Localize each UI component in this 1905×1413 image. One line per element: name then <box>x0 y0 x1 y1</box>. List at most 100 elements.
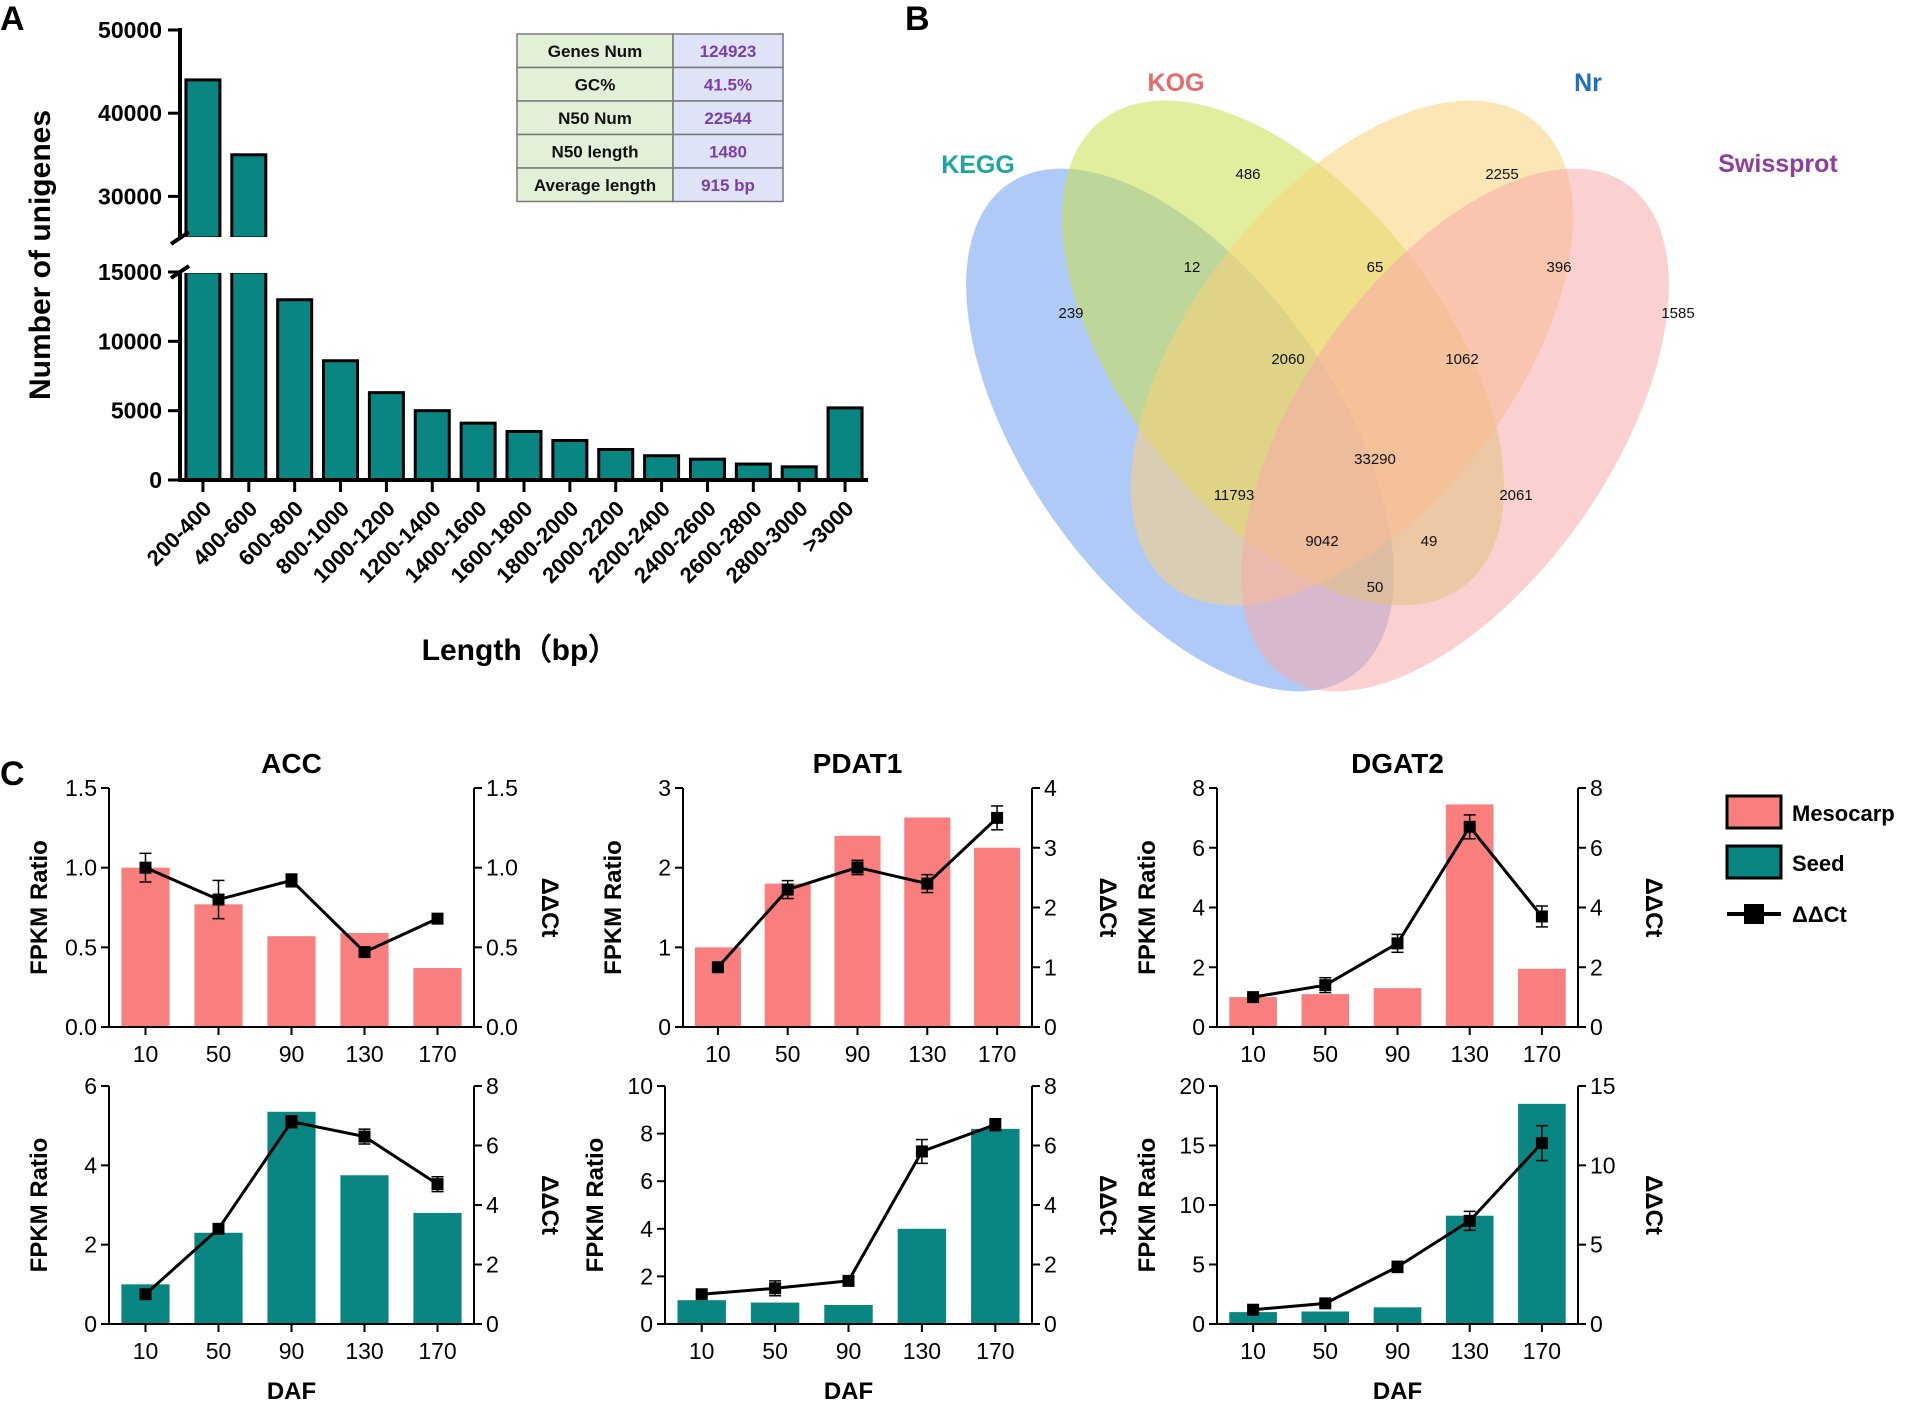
chart-acc-mesocarp: 0.0 0.5 1.0 1.5 0.0 0.5 1.0 1.5 10 50 90 130 170 ACC F… <box>26 748 563 1067</box>
x-tick-label-dgat2-mesocarp-4: 170 <box>1523 1041 1561 1067</box>
bar-length-0 <box>183 78 222 482</box>
y-tick-label-left-dgat2-seed-4: 20 <box>1179 1073 1205 1099</box>
stats-value-4: 915 bp <box>701 176 755 195</box>
venn-count-kegg-kog: 12 <box>1184 259 1201 276</box>
venn-count-kog-only: 486 <box>1235 166 1260 183</box>
y-tick-label-left-acc-seed-3: 6 <box>84 1073 97 1099</box>
ddct-point-acc-seed-2 <box>285 1115 298 1128</box>
y-tick-label-upper-2: 50000 <box>98 17 162 43</box>
x-tick-label-dgat2-seed-3: 130 <box>1451 1338 1489 1364</box>
bar-acc-seed-4 <box>413 1212 462 1324</box>
ddct-line-dgat2-seed <box>1252 1142 1543 1312</box>
legend-label-mesocarp: Mesocarp <box>1792 801 1895 826</box>
y-tick-label-right-pdat1-mesocarp-4: 4 <box>1044 775 1057 801</box>
ddct-point-dgat2-seed-3 <box>1463 1214 1476 1227</box>
y-tick-label-right-acc-seed-2: 4 <box>486 1192 499 1218</box>
axis-break-mark-top <box>169 230 191 246</box>
ddct-point-acc-mesocarp-3 <box>358 946 371 959</box>
x-tick-label-acc-mesocarp-4: 170 <box>418 1041 456 1067</box>
bar-dgat2-mesocarp-3 <box>1445 804 1494 1027</box>
y-tick-label-right-acc-seed-0: 0 <box>486 1311 499 1337</box>
chart-dgat2-seed: 0 5 10 15 20 0 5 10 15 10 50 90 130 170 FPKM Ratio ΔΔCt… <box>1134 1073 1667 1405</box>
x-axis-title-dgat2-seed: DAF <box>1373 1378 1422 1405</box>
venn-count-kegg-kog-swissprot: 49 <box>1421 533 1438 550</box>
chart-dgat2-mesocarp: 0 2 4 6 8 0 2 4 6 8 10 50 90 130 170 DGAT2 FPKM Ratio ΔΔC… <box>1134 748 1667 1067</box>
x-tick-label-pdat1-mesocarp-4: 170 <box>978 1041 1016 1067</box>
x-tick-label-dgat2-seed-0: 10 <box>1240 1338 1266 1364</box>
y-tick-label-left-acc-mesocarp-3: 1.5 <box>65 775 97 801</box>
y-tick-label-left-pdat1-mesocarp-1: 1 <box>658 934 671 960</box>
ddct-point-pdat1-mesocarp-2 <box>851 861 864 874</box>
bar-dgat2-mesocarp-4 <box>1518 968 1566 1027</box>
stats-label-3: N50 length <box>552 143 639 162</box>
chart-title-pdat1-mesocarp: PDAT1 <box>813 748 903 779</box>
y-tick-label-right-pdat1-mesocarp-0: 0 <box>1044 1014 1057 1040</box>
x-axis-title-pdat1-seed: DAF <box>824 1378 873 1405</box>
venn-count-kegg-nr: 11793 <box>1214 487 1255 504</box>
bar-length-1 <box>229 153 268 482</box>
chart-pdat1-mesocarp: 0 1 2 3 0 1 2 3 4 10 50 90 130 170 PDAT1 FPKM Ratio ΔΔCt <box>600 748 1121 1067</box>
legend-label-ddct: ΔΔCt <box>1792 902 1848 927</box>
venn-label-kegg: KEGG <box>941 151 1015 179</box>
ddct-point-dgat2-mesocarp-4 <box>1535 910 1548 923</box>
y-tick-label-right-pdat1-seed-3: 6 <box>1044 1133 1057 1159</box>
x-tick-label-dgat2-seed-2: 90 <box>1385 1338 1411 1364</box>
panel-label-a: A <box>0 0 25 38</box>
y-axis-title-right-pdat1-mesocarp: ΔΔCt <box>1094 878 1121 938</box>
stats-value-0: 124923 <box>700 42 757 61</box>
x-tick-label-acc-seed-2: 90 <box>279 1338 305 1364</box>
y-tick-label-right-acc-seed-1: 2 <box>486 1252 499 1278</box>
bar-length-14 <box>826 406 864 482</box>
x-tick-label-dgat2-mesocarp-2: 90 <box>1385 1041 1411 1067</box>
bar-acc-mesocarp-2 <box>267 936 316 1027</box>
ddct-point-dgat2-seed-0 <box>1247 1303 1260 1316</box>
y-tick-label-left-pdat1-seed-3: 6 <box>640 1168 653 1194</box>
x-tick-label-acc-seed-1: 50 <box>206 1338 232 1364</box>
ddct-point-pdat1-mesocarp-0 <box>711 961 724 974</box>
ddct-point-acc-seed-1 <box>212 1222 225 1235</box>
bar-length-12 <box>734 462 772 482</box>
ddct-point-pdat1-mesocarp-1 <box>781 883 794 896</box>
y-tick-label-left-dgat2-mesocarp-1: 2 <box>1192 954 1205 980</box>
bar-length-11 <box>688 457 726 482</box>
ddct-point-dgat2-seed-4 <box>1535 1137 1548 1150</box>
x-tick-label-pdat1-mesocarp-0: 10 <box>705 1041 731 1067</box>
venn-label-swissprot: Swissprot <box>1718 150 1838 178</box>
y-tick-label-left-dgat2-mesocarp-0: 0 <box>1192 1014 1205 1040</box>
x-tick-label-acc-seed-4: 170 <box>418 1338 456 1364</box>
x-tick-label-dgat2-seed-4: 170 <box>1523 1338 1561 1364</box>
assembly-stats-table: Genes Num 124923 GC% 41.5% N50 Num 22544 N50 l… <box>516 33 784 203</box>
chart-legend: Mesocarp Seed ΔΔCt <box>1725 794 1895 927</box>
x-tick-label-acc-mesocarp-3: 130 <box>345 1041 383 1067</box>
bar-length-5 <box>413 409 451 482</box>
stats-value-cell-3 <box>672 133 784 169</box>
y-tick-label-right-dgat2-seed-2: 10 <box>1590 1152 1616 1178</box>
bar-dgat2-seed-1 <box>1301 1311 1350 1324</box>
legend-label-seed: Seed <box>1792 851 1845 876</box>
ddct-point-pdat1-mesocarp-4 <box>991 811 1004 824</box>
y-tick-label-left-dgat2-mesocarp-3: 6 <box>1192 835 1205 861</box>
y-axis-title-length: Number of unigenes <box>24 110 57 400</box>
ddct-point-acc-mesocarp-4 <box>431 912 444 925</box>
x-tick-label-pdat1-seed-3: 130 <box>903 1338 941 1364</box>
x-tick-label-acc-seed-3: 130 <box>345 1338 383 1364</box>
chart-acc-seed: 0 2 4 6 0 2 4 6 8 10 50 90 130 170 FPKM Ratio ΔΔCt DAF <box>26 1073 563 1405</box>
bar-length-9 <box>597 447 635 482</box>
stats-label-cell-4 <box>516 167 674 203</box>
bar-length-6 <box>459 421 497 482</box>
annotation-venn-diagram: KEGG KOG Nr Swissprot 486 2255 239 1585 … <box>941 69 1838 692</box>
y-tick-label-left-acc-seed-1: 2 <box>84 1232 97 1258</box>
venn-count-nr-swissprot: 396 <box>1546 259 1571 276</box>
ddct-point-pdat1-seed-0 <box>695 1288 708 1301</box>
y-tick-label-left-acc-seed-2: 4 <box>84 1152 97 1178</box>
y-tick-label-right-dgat2-mesocarp-2: 4 <box>1590 895 1603 921</box>
bar-length-4 <box>367 391 405 482</box>
y-tick-label-left-pdat1-seed-4: 8 <box>640 1121 653 1147</box>
panel-label-b: B <box>905 0 930 38</box>
expression-charts: 0.00.51.01.50.00.51.01.510 50 90 130 170ACCF… <box>26 748 1667 1405</box>
x-tick-label-dgat2-seed-1: 50 <box>1313 1338 1339 1364</box>
bar-acc-mesocarp-0 <box>121 867 170 1027</box>
bar-pdat1-seed-4 <box>971 1128 1020 1324</box>
x-tick-label-pdat1-seed-0: 10 <box>689 1338 715 1364</box>
x-tick-label-acc-mesocarp-1: 50 <box>206 1041 232 1067</box>
